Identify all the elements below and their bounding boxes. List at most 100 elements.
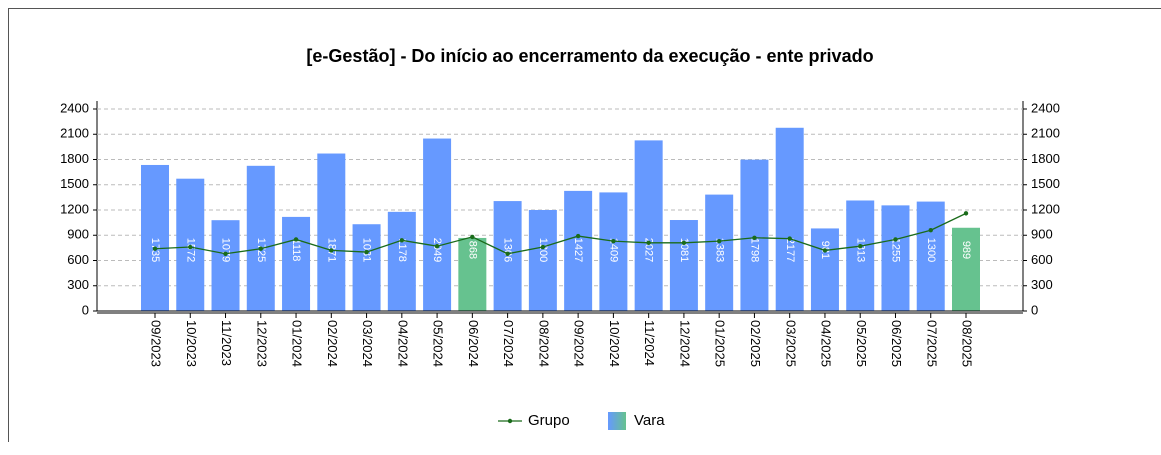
bar [740,159,769,311]
x-tick-label: 07/2025 [924,320,939,367]
y2-tick-label: 300 [1031,277,1053,292]
x-tick-label: 09/2024 [572,320,587,367]
x-tick-label: 03/2024 [360,320,375,367]
bar [952,227,980,311]
data-label: 868 [466,241,478,259]
x-tick-label: 04/2025 [819,320,834,367]
legend-label: Vara [634,412,665,429]
data-label: 2027 [643,238,655,262]
bar [141,164,169,311]
line-point [399,238,405,243]
bar [387,211,416,311]
chart-title: [e-Gestão] - Do início ao encerramento d… [306,46,873,66]
line-point [434,243,440,249]
line-point [646,240,651,246]
x-tick-label: 10/2024 [607,320,622,367]
y-tick-label: 2400 [60,100,89,115]
y2-tick-label: 1800 [1031,151,1060,166]
x-tick-label: 05/2025 [854,320,869,367]
bar [775,127,804,311]
y2-tick-label: 2400 [1031,100,1060,115]
bar [282,216,311,311]
x-tick-label: 06/2024 [466,320,481,367]
x-tick-label: 06/2025 [889,320,904,367]
line-point [963,211,969,216]
x-tick-label: 02/2025 [748,320,763,367]
line-point [152,246,158,251]
data-label: 1255 [890,238,902,262]
line-point [223,251,228,256]
line-point [858,243,863,249]
bar [881,205,910,311]
line [154,212,967,255]
line-point [893,237,898,242]
legend-label: Grupo [528,412,570,429]
x-tick-label: 08/2025 [960,320,975,367]
bar [352,224,381,311]
y2-tick-label: 1200 [1031,201,1060,216]
data-label: 1079 [220,238,232,262]
bar [916,201,945,311]
legend-swatch [608,412,626,430]
line-point [258,246,263,251]
bar [564,190,593,311]
bar [669,220,698,311]
x-tick-label: 07/2024 [501,320,516,367]
data-label: 1200 [537,238,549,262]
bar [458,237,487,311]
bar [705,194,734,311]
legend-marker [507,418,513,424]
bar [528,210,557,311]
y-tick-label: 300 [67,277,89,292]
bar [634,140,663,311]
x-tick-label: 01/2025 [713,320,728,367]
y-tick-label: 0 [82,302,89,317]
data-label: 1313 [854,238,866,262]
x-tick-label: 09/2023 [149,320,164,367]
data-label: 1118 [290,239,302,262]
bar [493,201,522,311]
data-label: 1409 [607,238,619,262]
line-point [611,238,616,244]
x-tick-label: 10/2023 [184,320,199,367]
data-label: 2177 [784,238,796,262]
y2-tick-label: 600 [1031,252,1053,267]
y-tick-label: 1500 [60,176,89,191]
line-point [752,235,757,240]
line-point [540,244,546,250]
x-tick-label: 11/2024 [642,320,657,366]
y-tick-label: 900 [67,227,89,242]
line-point [787,236,792,241]
y2-tick-label: 0 [1031,302,1038,317]
line-point [716,238,722,244]
data-label: 1081 [678,238,690,262]
x-tick-label: 02/2024 [325,320,340,367]
y2-tick-label: 900 [1031,227,1053,242]
bar [211,220,240,311]
data-label: 989 [960,241,972,259]
bar [317,153,346,311]
x-tick-label: 05/2024 [431,320,446,367]
x-tick-label: 03/2025 [783,320,798,367]
data-label: 1178 [396,238,408,262]
bar [423,138,452,311]
line-point [470,234,475,240]
x-tick-label: 08/2024 [536,320,551,367]
y2-tick-label: 2100 [1031,126,1060,141]
line-point [329,248,334,253]
x-tick-label: 11/2023 [219,320,234,366]
data-label: 1572 [184,238,196,262]
line-point [505,251,510,256]
bar [599,192,628,311]
data-label: 2049 [431,238,443,262]
line-point [364,249,369,255]
line-point [188,244,193,250]
data-label: 1383 [713,238,725,262]
data-label: 1427 [572,238,584,262]
line-point [681,240,687,246]
bar [810,228,839,311]
bar [846,200,875,311]
x-tick-label: 01/2024 [290,320,305,367]
x-tick-label: 12/2024 [677,320,692,367]
